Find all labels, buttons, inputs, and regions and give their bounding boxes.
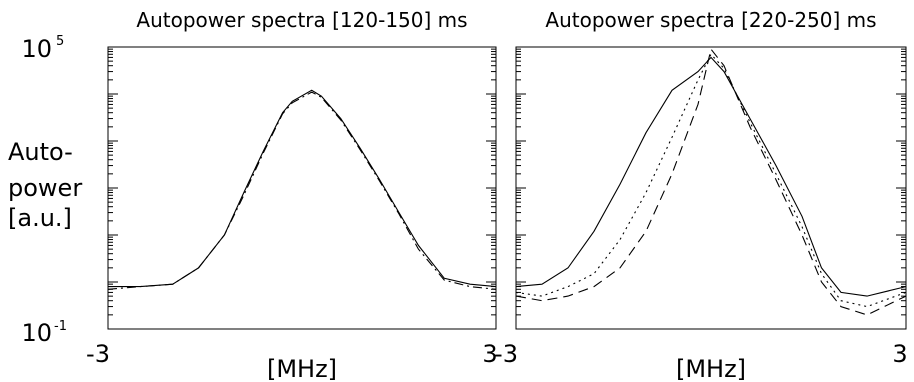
y-tick-labels: 10 5 10 -1 xyxy=(21,34,67,347)
x-axis-label-1: [MHz] xyxy=(676,355,746,382)
left-panel: -3 3 [MHz] Autopower spectra [120-150] ms xyxy=(86,8,498,382)
x-tick-label-min-1: -3 xyxy=(494,340,518,368)
y-label-line-1: Auto- xyxy=(8,138,73,166)
series-line-1-2 xyxy=(516,47,906,316)
x-tick-label-max-1: 3 xyxy=(892,340,907,368)
panel-title-1: Autopower spectra [220-250] ms xyxy=(545,8,876,32)
y-tick-top-base: 10 xyxy=(21,35,52,63)
y-tick-bottom-exponent: -1 xyxy=(54,319,67,334)
x-tick-label-min-0: -3 xyxy=(86,340,110,368)
panel-title-0: Autopower spectra [120-150] ms xyxy=(136,8,467,32)
y-label-line-3: [a.u.] xyxy=(8,204,72,232)
y-tick-top-exponent: 5 xyxy=(56,34,64,49)
y-axis-ticks-0 xyxy=(108,48,496,330)
series-line-1-0 xyxy=(516,56,906,297)
plot-frame-1 xyxy=(515,46,907,330)
x-axis-label-0: [MHz] xyxy=(267,355,337,382)
series-line-1-1 xyxy=(516,53,906,308)
y-axis-ticks-1 xyxy=(516,48,906,330)
y-axis-label: Auto- power [a.u.] xyxy=(8,138,82,232)
series-line-0-1 xyxy=(108,91,496,290)
right-panel: -3 3 [MHz] Autopower spectra [220-250] ms xyxy=(494,8,908,382)
series-line-0-0 xyxy=(108,89,496,288)
y-tick-bottom-base: 10 xyxy=(21,319,52,347)
y-label-line-2: power xyxy=(8,174,82,202)
x-tick-label-max-0: 3 xyxy=(482,340,497,368)
plot-frame-0 xyxy=(107,46,497,330)
